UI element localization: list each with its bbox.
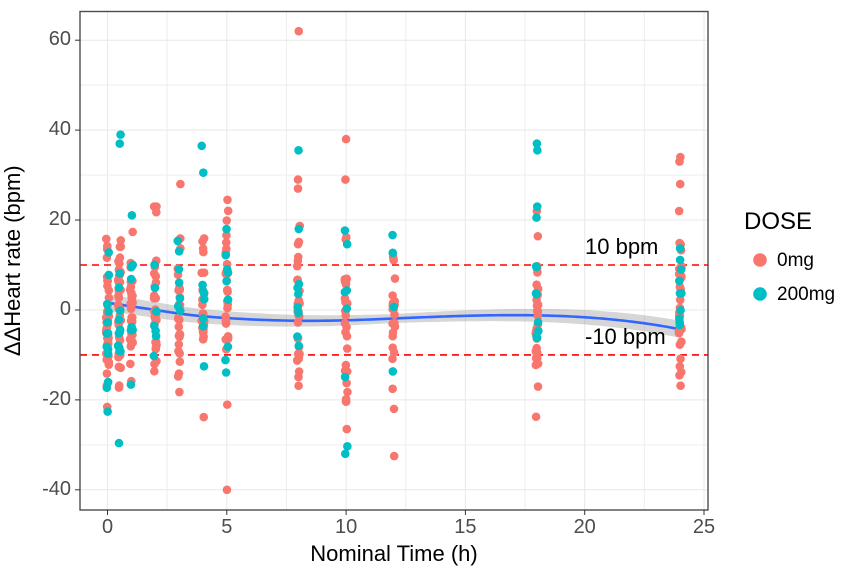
svg-text:-10 bpm: -10 bpm	[585, 324, 666, 349]
svg-text:0: 0	[102, 516, 113, 538]
svg-text:15: 15	[454, 516, 476, 538]
svg-text:40: 40	[49, 118, 71, 140]
svg-text:20: 20	[49, 208, 71, 230]
svg-text:200mg: 200mg	[777, 284, 835, 305]
svg-text:-20: -20	[42, 388, 71, 410]
svg-text:0mg: 0mg	[777, 250, 814, 271]
svg-text:ΔΔHeart rate (bpm): ΔΔHeart rate (bpm)	[0, 165, 25, 356]
svg-text:Nominal Time (h): Nominal Time (h)	[310, 541, 477, 566]
svg-text:-40: -40	[42, 478, 71, 500]
svg-text:25: 25	[693, 516, 715, 538]
svg-text:10: 10	[335, 516, 357, 538]
svg-text:DOSE: DOSE	[744, 208, 812, 235]
svg-text:60: 60	[49, 28, 71, 50]
svg-text:20: 20	[574, 516, 596, 538]
svg-text:0: 0	[60, 298, 71, 320]
svg-text:10 bpm: 10 bpm	[585, 234, 658, 259]
svg-text:5: 5	[221, 516, 232, 538]
